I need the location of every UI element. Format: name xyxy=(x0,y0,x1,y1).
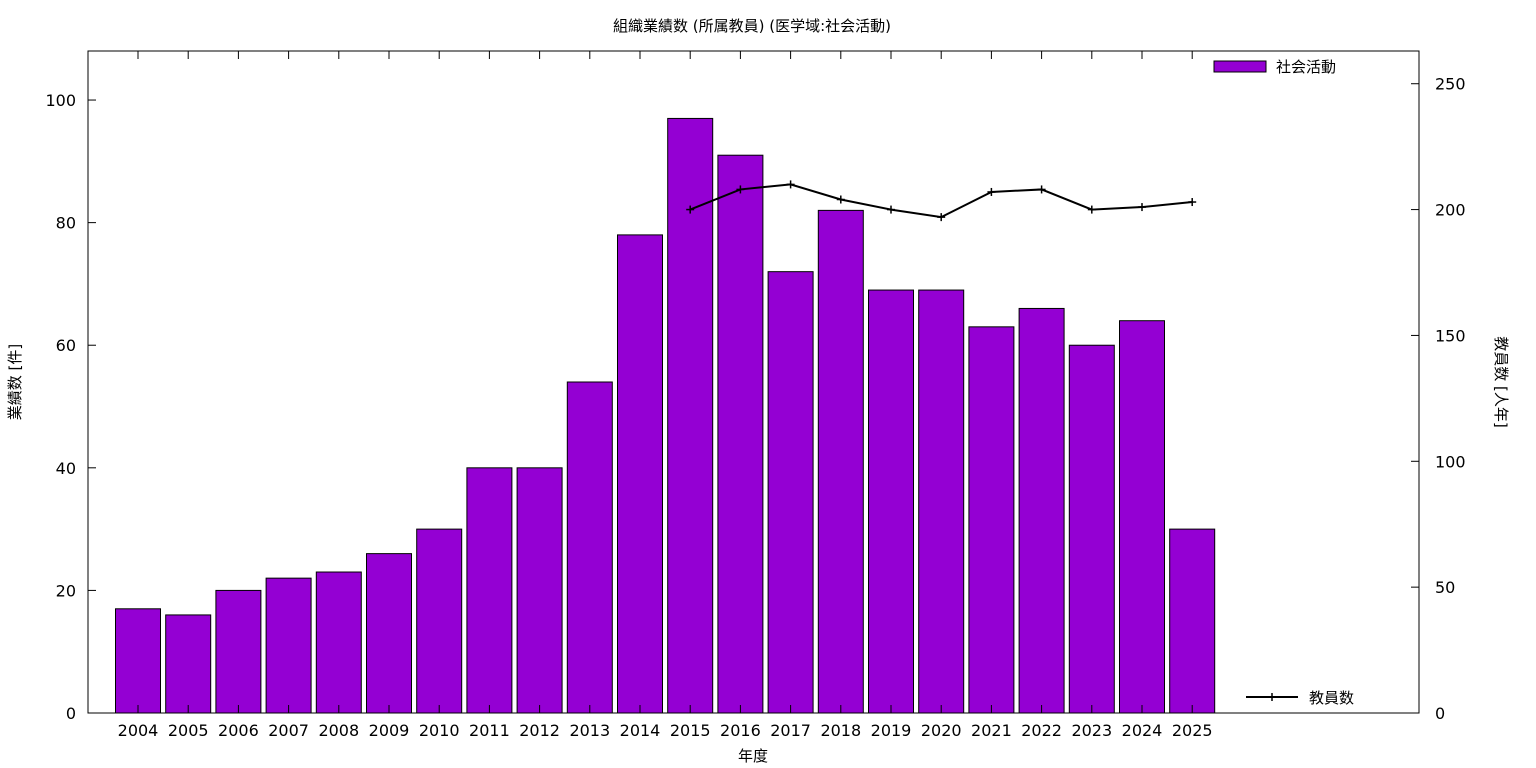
y2-tick-label-250: 250 xyxy=(1435,75,1466,94)
x-tick-label-2020: 2020 xyxy=(921,721,962,740)
y-axis-label: 業績数 [件] xyxy=(6,344,24,420)
bar-2010 xyxy=(416,528,463,714)
teacher-count-point-2016 xyxy=(736,185,745,194)
bar-2007 xyxy=(265,577,312,714)
x-tick-label-2008: 2008 xyxy=(318,721,359,740)
y2-tick-label-50: 50 xyxy=(1435,578,1455,597)
x-tick-label-2006: 2006 xyxy=(218,721,259,740)
bar-2024 xyxy=(1119,320,1165,714)
bar-2020 xyxy=(918,289,965,714)
x-tick-label-2018: 2018 xyxy=(820,721,861,740)
bar-2014 xyxy=(617,234,663,714)
y2-tick-label-200: 200 xyxy=(1435,201,1466,220)
x-tick-label-2014: 2014 xyxy=(620,721,661,740)
legend-bar-label: 社会活動 xyxy=(1276,58,1336,76)
legend-bar-swatch xyxy=(1213,60,1267,73)
bar-2021 xyxy=(968,326,1015,714)
teacher-count-point-2022 xyxy=(1037,185,1046,194)
y-tick-label-40: 40 xyxy=(56,459,76,478)
x-tick-label-2016: 2016 xyxy=(720,721,761,740)
x-tick-label-2012: 2012 xyxy=(519,721,560,740)
teacher-count-point-2023 xyxy=(1087,205,1096,214)
x-tick-label-2015: 2015 xyxy=(670,721,711,740)
teacher-count-line xyxy=(689,183,1193,219)
legend-line-label: 教員数 xyxy=(1309,689,1354,707)
y-tick-label-0: 0 xyxy=(66,704,76,723)
y2-tick-label-150: 150 xyxy=(1435,326,1466,345)
y2-tick-label-100: 100 xyxy=(1435,452,1466,471)
bar-2008 xyxy=(315,571,362,714)
x-tick-label-2010: 2010 xyxy=(419,721,460,740)
bar-2017 xyxy=(767,271,814,714)
bar-2009 xyxy=(366,553,412,714)
bar-2013 xyxy=(566,381,613,714)
x-tick-label-2021: 2021 xyxy=(971,721,1012,740)
x-tick-label-2007: 2007 xyxy=(268,721,309,740)
chart-title: 組織業績数 (所属教員) (医学域:社会活動) xyxy=(613,17,891,35)
bar-2025 xyxy=(1169,528,1216,714)
ticks-layer: 0 20 40 60 80 100 0 50 100 150 200 250 2004 2005 2006 2… xyxy=(45,51,1466,740)
teacher-count-point-2021 xyxy=(987,187,996,196)
teacher-count-point-2020 xyxy=(937,213,946,222)
x-tick-label-2009: 2009 xyxy=(369,721,410,740)
y-tick-label-20: 20 xyxy=(56,581,76,600)
teacher-count-point-2024 xyxy=(1138,203,1146,212)
bar-2005 xyxy=(165,614,212,714)
x-axis-label: 年度 xyxy=(738,747,768,765)
legend-line: 教員数 xyxy=(1246,689,1354,707)
x-tick-label-2011: 2011 xyxy=(469,721,510,740)
y2-tick-label-0: 0 xyxy=(1435,704,1445,723)
x-tick-label-2005: 2005 xyxy=(168,721,209,740)
x-tick-label-2013: 2013 xyxy=(569,721,610,740)
bar-2022 xyxy=(1018,307,1065,714)
y-tick-label-60: 60 xyxy=(56,336,76,355)
bar-2012 xyxy=(516,467,563,714)
teacher-count-point-2019 xyxy=(887,205,895,214)
bars-layer xyxy=(115,117,1216,714)
y2-axis-label: 教員数 [人年] xyxy=(1492,336,1510,427)
x-tick-label-2023: 2023 xyxy=(1071,721,1112,740)
bar-2019 xyxy=(868,289,914,714)
bar-2011 xyxy=(466,467,513,714)
x-tick-label-2024: 2024 xyxy=(1122,721,1163,740)
teacher-count-point-2018 xyxy=(836,195,845,204)
bar-2023 xyxy=(1068,344,1115,714)
bar-2015 xyxy=(667,117,714,714)
x-tick-label-2025: 2025 xyxy=(1172,721,1213,740)
teacher-count-point-2025 xyxy=(1188,198,1197,207)
y-tick-label-80: 80 xyxy=(56,214,76,233)
teacher-count-point-2015 xyxy=(686,205,695,214)
bar-2016 xyxy=(717,154,764,714)
line-layer xyxy=(686,180,1197,222)
bar-2004 xyxy=(115,608,161,714)
x-tick-label-2019: 2019 xyxy=(871,721,912,740)
bar-2006 xyxy=(215,589,262,714)
teacher-count-point-2017 xyxy=(786,180,795,189)
x-tick-label-2017: 2017 xyxy=(770,721,811,740)
x-tick-label-2004: 2004 xyxy=(118,721,159,740)
bar-2018 xyxy=(817,209,864,714)
y-tick-label-100: 100 xyxy=(45,91,76,110)
plot-frame xyxy=(87,50,1420,714)
legend-bar: 社会活動 xyxy=(1213,58,1336,76)
x-tick-label-2022: 2022 xyxy=(1021,721,1062,740)
